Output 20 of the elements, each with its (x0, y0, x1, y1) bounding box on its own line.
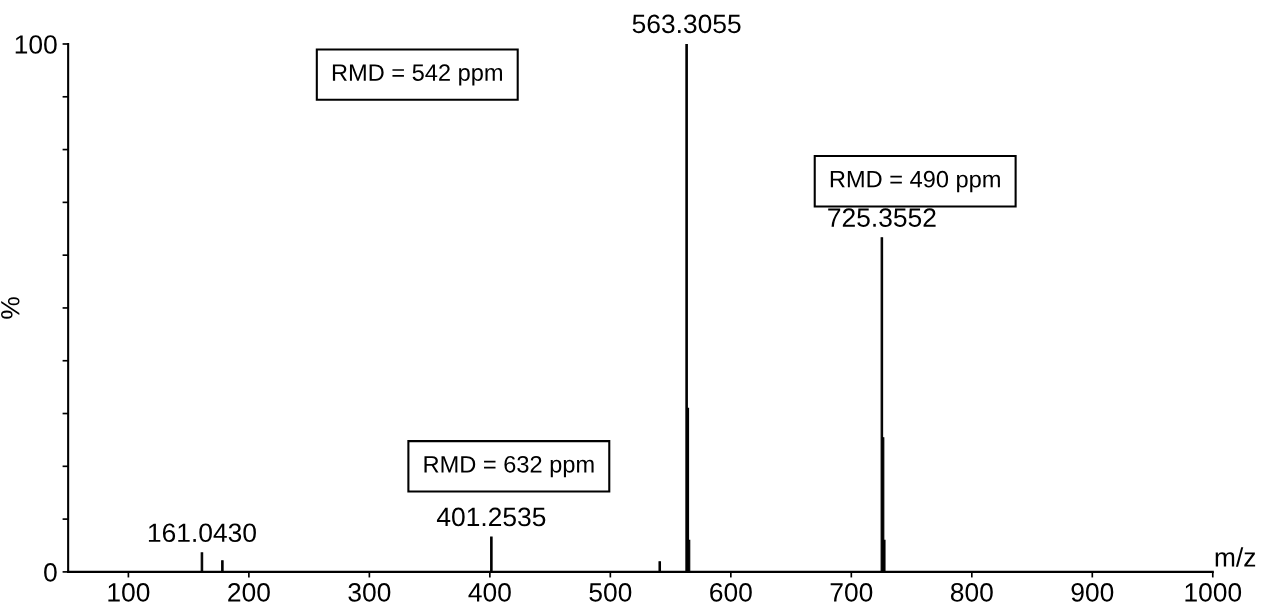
annotation: 725.3552 (828, 208, 936, 227)
y-axis-title: % (1, 297, 20, 319)
x-tick-label: 800 (950, 583, 993, 602)
annotation: RMD = 632 ppm (424, 455, 594, 478)
x-tick-label: 100 (108, 583, 150, 602)
annotation: 401.2535 (436, 507, 546, 527)
x-tick-label: 400 (468, 583, 511, 602)
annotation: 161.0430 (148, 523, 256, 543)
x-tick-label: 500 (589, 583, 632, 602)
annotation: 563.3055 (632, 14, 741, 34)
y-tick-label: 0 (44, 563, 57, 582)
x-tick-label: 200 (228, 583, 270, 602)
x-tick-label: 1000 (1185, 583, 1242, 602)
annotation: RMD = 542 ppm (332, 64, 502, 86)
x-axis-title: m/z (1215, 547, 1256, 567)
x-tick-label: 600 (710, 583, 752, 602)
x-tick-label: 900 (1071, 583, 1114, 602)
annotation: RMD = 490 ppm (830, 170, 1000, 193)
x-tick-label: 300 (348, 583, 391, 602)
x-tick-label: 700 (830, 583, 873, 602)
